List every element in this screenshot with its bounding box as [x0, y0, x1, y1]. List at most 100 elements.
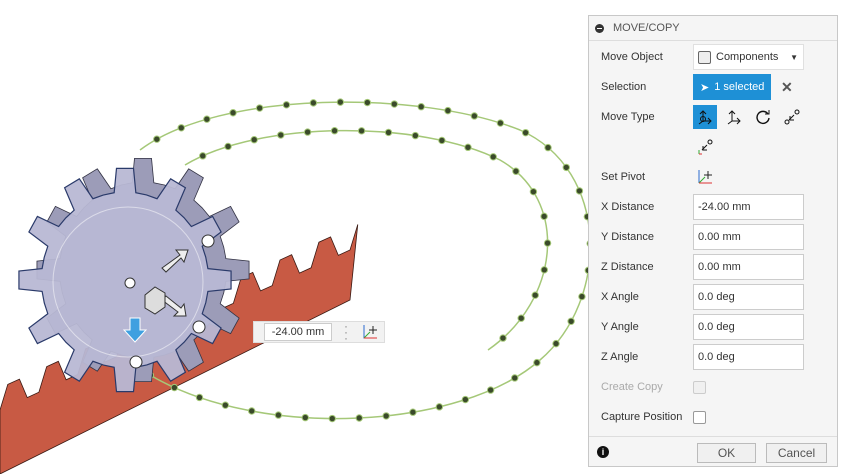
path-point: [277, 131, 285, 139]
point-to-position-icon[interactable]: [693, 135, 717, 159]
z-distance-input[interactable]: 0.00 mm: [693, 254, 804, 280]
path-point: [355, 414, 363, 422]
path-point: [511, 374, 519, 382]
z-angle-row: Z Angle 0.0 deg: [601, 344, 831, 370]
x-angle-value: 0.0 deg: [698, 291, 735, 303]
z-distance-label: Z Distance: [601, 261, 654, 273]
z-distance-row: Z Distance 0.00 mm: [601, 254, 831, 280]
distance-input[interactable]: [264, 323, 332, 341]
path-point: [578, 292, 586, 301]
create-copy-label: Create Copy: [601, 381, 663, 393]
arrow-down-icon: [122, 317, 148, 343]
path-point: [464, 143, 472, 152]
path-point: [521, 128, 530, 137]
move-manipulator[interactable]: [122, 234, 215, 369]
selection-value: 1 selected: [714, 81, 765, 93]
y-distance-input[interactable]: 0.00 mm: [693, 224, 804, 250]
path-point: [357, 127, 366, 135]
collapse-icon[interactable]: [595, 23, 604, 33]
rotate-icon[interactable]: [751, 105, 775, 129]
path-point: [540, 212, 548, 221]
drag-handle-icon[interactable]: · · ·: [344, 319, 348, 345]
component-icon: [698, 50, 711, 64]
move-object-dropdown[interactable]: Components ▼: [693, 44, 804, 70]
y-angle-row: Y Angle 0.0 deg: [601, 314, 831, 340]
ok-button[interactable]: OK: [697, 443, 756, 463]
path-point: [328, 414, 336, 423]
capture-position-checkbox[interactable]: [693, 410, 706, 424]
path-point: [170, 383, 179, 392]
path-point: [461, 395, 470, 404]
z-angle-input[interactable]: 0.0 deg: [693, 344, 804, 370]
path-point: [301, 413, 309, 422]
path-point: [382, 412, 390, 420]
x-distance-label: X Distance: [601, 201, 655, 213]
path-point: [221, 401, 230, 409]
free-move-icon[interactable]: [693, 105, 717, 129]
move-object-label: Move Object: [601, 51, 663, 63]
path-point: [531, 291, 539, 299]
path-point: [309, 99, 318, 107]
path-point: [255, 104, 264, 112]
z-angle-value: 0.0 deg: [698, 351, 735, 363]
pivot-icon[interactable]: [362, 324, 378, 340]
y-distance-row: Y Distance 0.00 mm: [601, 224, 831, 250]
x-distance-input[interactable]: -24.00 mm: [693, 194, 804, 220]
path-point: [496, 119, 505, 127]
move-object-value: Components: [716, 51, 779, 63]
path-point: [533, 358, 541, 367]
selection-button[interactable]: ➤ 1 selected: [693, 74, 771, 100]
path-point: [489, 153, 497, 161]
path-point: [543, 239, 552, 247]
path-point: [229, 109, 237, 117]
path-point: [384, 128, 393, 137]
point-to-point-icon[interactable]: [780, 105, 804, 129]
info-icon[interactable]: i: [597, 446, 609, 458]
path-point: [282, 101, 291, 109]
translate-icon[interactable]: [722, 105, 746, 129]
path-point: [529, 187, 538, 196]
panel-title: MOVE/COPY: [613, 22, 680, 34]
create-copy-checkbox[interactable]: [693, 380, 706, 394]
path-point: [330, 127, 339, 135]
path-point: [444, 106, 452, 115]
chevron-down-icon: ▼: [790, 52, 798, 62]
x-angle-row: X Angle 0.0 deg: [601, 284, 831, 310]
move-object-row: Move Object Components ▼: [601, 44, 831, 70]
path-point: [575, 187, 584, 195]
path-point: [411, 131, 420, 140]
clear-selection-icon[interactable]: ✕: [781, 78, 793, 95]
path-point: [438, 136, 446, 145]
path-point: [195, 393, 204, 402]
set-pivot-icon[interactable]: [693, 165, 717, 189]
path-point: [153, 135, 161, 143]
y-angle-input[interactable]: 0.0 deg: [693, 314, 804, 340]
path-point: [517, 314, 525, 322]
path-point: [390, 100, 399, 108]
path-point: [177, 124, 185, 132]
y-distance-label: Y Distance: [601, 231, 654, 243]
capture-position-row: Capture Position: [601, 404, 831, 430]
panel-header[interactable]: MOVE/COPY: [589, 16, 837, 41]
distance-input-overlay: ···: [253, 319, 385, 345]
z-angle-label: Z Angle: [601, 351, 639, 363]
z-distance-value: 0.00 mm: [698, 261, 741, 273]
selection-label: Selection: [601, 81, 647, 93]
move-type-row: Move Type: [601, 104, 831, 130]
y-angle-label: Y Angle: [601, 321, 639, 333]
path-point: [486, 386, 495, 394]
path-point: [540, 266, 549, 274]
path-point: [512, 167, 520, 175]
y-angle-value: 0.0 deg: [698, 321, 735, 333]
path-point: [435, 403, 444, 411]
set-pivot-label: Set Pivot: [601, 171, 646, 183]
path-point: [363, 98, 372, 107]
panel-footer: i OK Cancel: [589, 436, 837, 468]
path-point: [250, 135, 258, 144]
x-angle-input[interactable]: 0.0 deg: [693, 284, 804, 310]
path-point: [544, 143, 552, 152]
path-point: [409, 408, 417, 416]
x-distance-row: X Distance -24.00 mm: [601, 194, 831, 220]
cancel-button[interactable]: Cancel: [766, 443, 827, 463]
